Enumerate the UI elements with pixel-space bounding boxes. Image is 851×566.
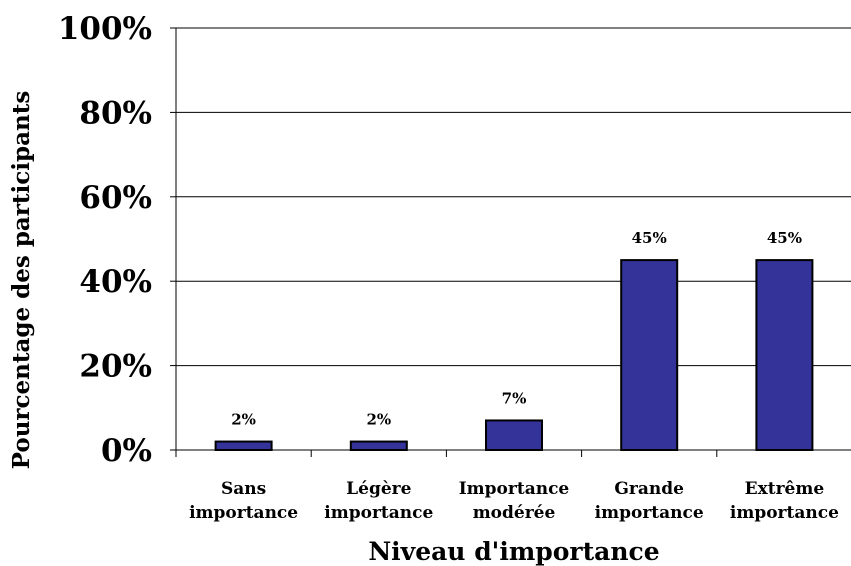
data-label: 7% bbox=[502, 389, 527, 407]
bar bbox=[485, 419, 543, 451]
category-label: importance bbox=[324, 503, 433, 523]
bar bbox=[349, 440, 408, 451]
category-label: Grande bbox=[614, 479, 684, 499]
y-tick-label: 0% bbox=[101, 433, 152, 469]
data-label: 45% bbox=[767, 229, 802, 247]
y-tick-label: 40% bbox=[79, 264, 152, 300]
x-axis-title: Niveau d'importance bbox=[368, 537, 659, 566]
y-tick-label: 20% bbox=[79, 349, 152, 385]
y-tick-label: 80% bbox=[79, 95, 152, 131]
category-label: importance bbox=[730, 503, 839, 523]
bars bbox=[214, 259, 814, 451]
data-label: 2% bbox=[366, 411, 391, 429]
category-labels: Sans importance Légère importance Importance… bbox=[189, 479, 839, 523]
y-tick-labels: 0% 20% 40% 60% 80% 100% bbox=[58, 11, 152, 469]
category-label: importance bbox=[595, 503, 704, 523]
bar bbox=[755, 259, 814, 451]
category-label: Légère bbox=[346, 479, 411, 499]
data-labels: 2% 2% 7% 45% 45% bbox=[231, 229, 802, 428]
data-label: 2% bbox=[231, 411, 256, 429]
gridlines bbox=[176, 27, 851, 367]
y-tick-label: 100% bbox=[58, 11, 152, 47]
category-label: importance bbox=[189, 503, 298, 523]
axes bbox=[170, 27, 851, 457]
bar bbox=[620, 259, 679, 451]
bar bbox=[214, 440, 273, 451]
category-label: Sans bbox=[221, 479, 266, 499]
y-tick-label: 60% bbox=[79, 180, 152, 216]
y-axis-title: Pourcentage des participants bbox=[8, 91, 35, 470]
category-label: Importance bbox=[459, 479, 570, 499]
data-label: 45% bbox=[632, 229, 667, 247]
category-label: modérée bbox=[473, 503, 556, 523]
category-label: Extrême bbox=[745, 479, 825, 499]
